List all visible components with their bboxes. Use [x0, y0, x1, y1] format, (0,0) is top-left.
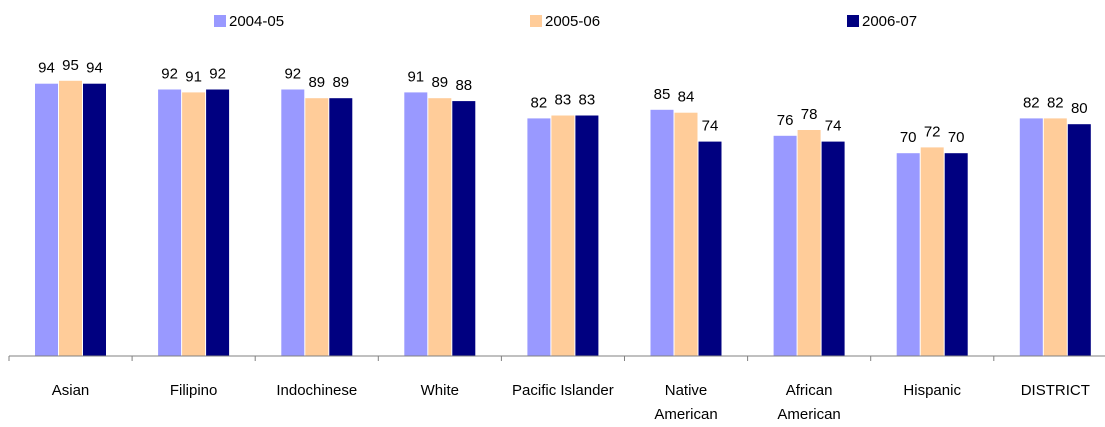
bar-native-american-2006-07 — [698, 141, 722, 356]
value-label-native-american-2006-07: 74 — [702, 118, 719, 135]
category-label-district: DISTRICT — [1021, 382, 1090, 399]
bar-indochinese-2006-07 — [329, 98, 353, 356]
value-label-pacific-islander-2006-07: 83 — [579, 92, 596, 109]
legend-label-2004-05: 2004-05 — [229, 13, 284, 30]
category-label-native-american: Native American — [654, 382, 717, 423]
value-label-asian-2005-06: 95 — [62, 57, 79, 74]
bar-white-2006-07 — [452, 101, 476, 356]
legend-swatch-2006-07 — [847, 15, 859, 27]
bar-african-american-2004-05 — [773, 135, 797, 356]
category-label-african-american: African American — [777, 382, 840, 423]
category-label-white: White — [421, 382, 459, 399]
bar-indochinese-2005-06 — [305, 98, 329, 356]
bar-hispanic-2006-07 — [944, 153, 968, 356]
bar-district-2004-05 — [1019, 118, 1043, 357]
bar-pacific-islander-2005-06 — [551, 115, 575, 356]
bar-native-american-2004-05 — [650, 109, 674, 356]
category-label-filipino: Filipino — [170, 382, 218, 399]
value-label-district-2005-06: 82 — [1047, 94, 1064, 111]
category-label-pacific-islander: Pacific Islander — [512, 382, 614, 399]
value-label-filipino-2005-06: 91 — [185, 68, 202, 85]
bar-white-2004-05 — [404, 92, 428, 357]
category-labels: Asian Filipino Indochinese White Pacific Isl… — [52, 382, 1090, 423]
bar-asian-2005-06 — [59, 80, 82, 357]
category-label-indochinese: Indochinese — [276, 382, 357, 399]
bar-pacific-islander-2006-07 — [575, 115, 599, 356]
bar-filipino-2006-07 — [206, 89, 230, 356]
value-label-asian-2006-07: 94 — [86, 60, 103, 77]
category-label-asian: Asian — [52, 382, 90, 399]
value-label-african-american-2005-06: 78 — [801, 106, 818, 123]
value-label-native-american-2004-05: 85 — [654, 86, 671, 103]
value-label-hispanic-2005-06: 72 — [924, 123, 941, 140]
value-label-pacific-islander-2005-06: 83 — [555, 92, 572, 109]
legend-label-2006-07: 2006-07 — [862, 13, 917, 30]
bar-pacific-islander-2004-05 — [527, 118, 551, 357]
bar-african-american-2006-07 — [821, 141, 845, 356]
value-label-indochinese-2006-07: 89 — [332, 74, 349, 91]
bar-hispanic-2004-05 — [896, 153, 920, 356]
bar-indochinese-2004-05 — [281, 89, 305, 356]
bar-african-american-2005-06 — [797, 130, 821, 356]
bar-filipino-2004-05 — [158, 89, 182, 356]
value-label-indochinese-2004-05: 92 — [284, 66, 301, 83]
value-label-african-american-2006-07: 74 — [825, 118, 842, 135]
value-label-filipino-2006-07: 92 — [209, 66, 226, 83]
bar-native-american-2005-06 — [674, 112, 698, 356]
value-label-district-2004-05: 82 — [1023, 94, 1040, 111]
legend-swatch-2005-06 — [530, 15, 542, 27]
category-label-hispanic: Hispanic — [903, 382, 961, 399]
value-label-pacific-islander-2004-05: 82 — [531, 94, 548, 111]
legend-label-2005-06: 2005-06 — [545, 13, 600, 30]
value-label-white-2004-05: 91 — [407, 68, 424, 85]
bar-district-2005-06 — [1043, 118, 1067, 357]
bar-district-2006-07 — [1067, 124, 1091, 356]
bar-white-2005-06 — [428, 98, 452, 356]
bar-filipino-2005-06 — [182, 92, 206, 357]
value-label-district-2006-07: 80 — [1071, 100, 1088, 117]
bar-asian-2006-07 — [83, 83, 106, 356]
value-label-white-2006-07: 88 — [455, 77, 472, 94]
value-label-white-2005-06: 89 — [431, 74, 448, 91]
bars — [35, 80, 1091, 357]
bar-hispanic-2005-06 — [920, 147, 944, 356]
value-label-native-american-2005-06: 84 — [678, 89, 695, 106]
legend: 2004-05 2005-06 2006-07 — [214, 13, 917, 30]
bar-asian-2004-05 — [35, 83, 58, 356]
value-label-asian-2004-05: 94 — [38, 60, 55, 77]
value-label-indochinese-2005-06: 89 — [308, 74, 325, 91]
value-labels: 94 95 94 92 91 92 92 89 89 91 89 88 82 83 83 85 84 74 76 78… — [38, 57, 1087, 146]
value-label-african-american-2004-05: 76 — [777, 112, 794, 129]
value-label-hispanic-2006-07: 70 — [948, 129, 965, 146]
legend-swatch-2004-05 — [214, 15, 226, 27]
value-label-filipino-2004-05: 92 — [161, 66, 178, 83]
x-axis — [8, 355, 1105, 361]
value-label-hispanic-2004-05: 70 — [900, 129, 917, 146]
